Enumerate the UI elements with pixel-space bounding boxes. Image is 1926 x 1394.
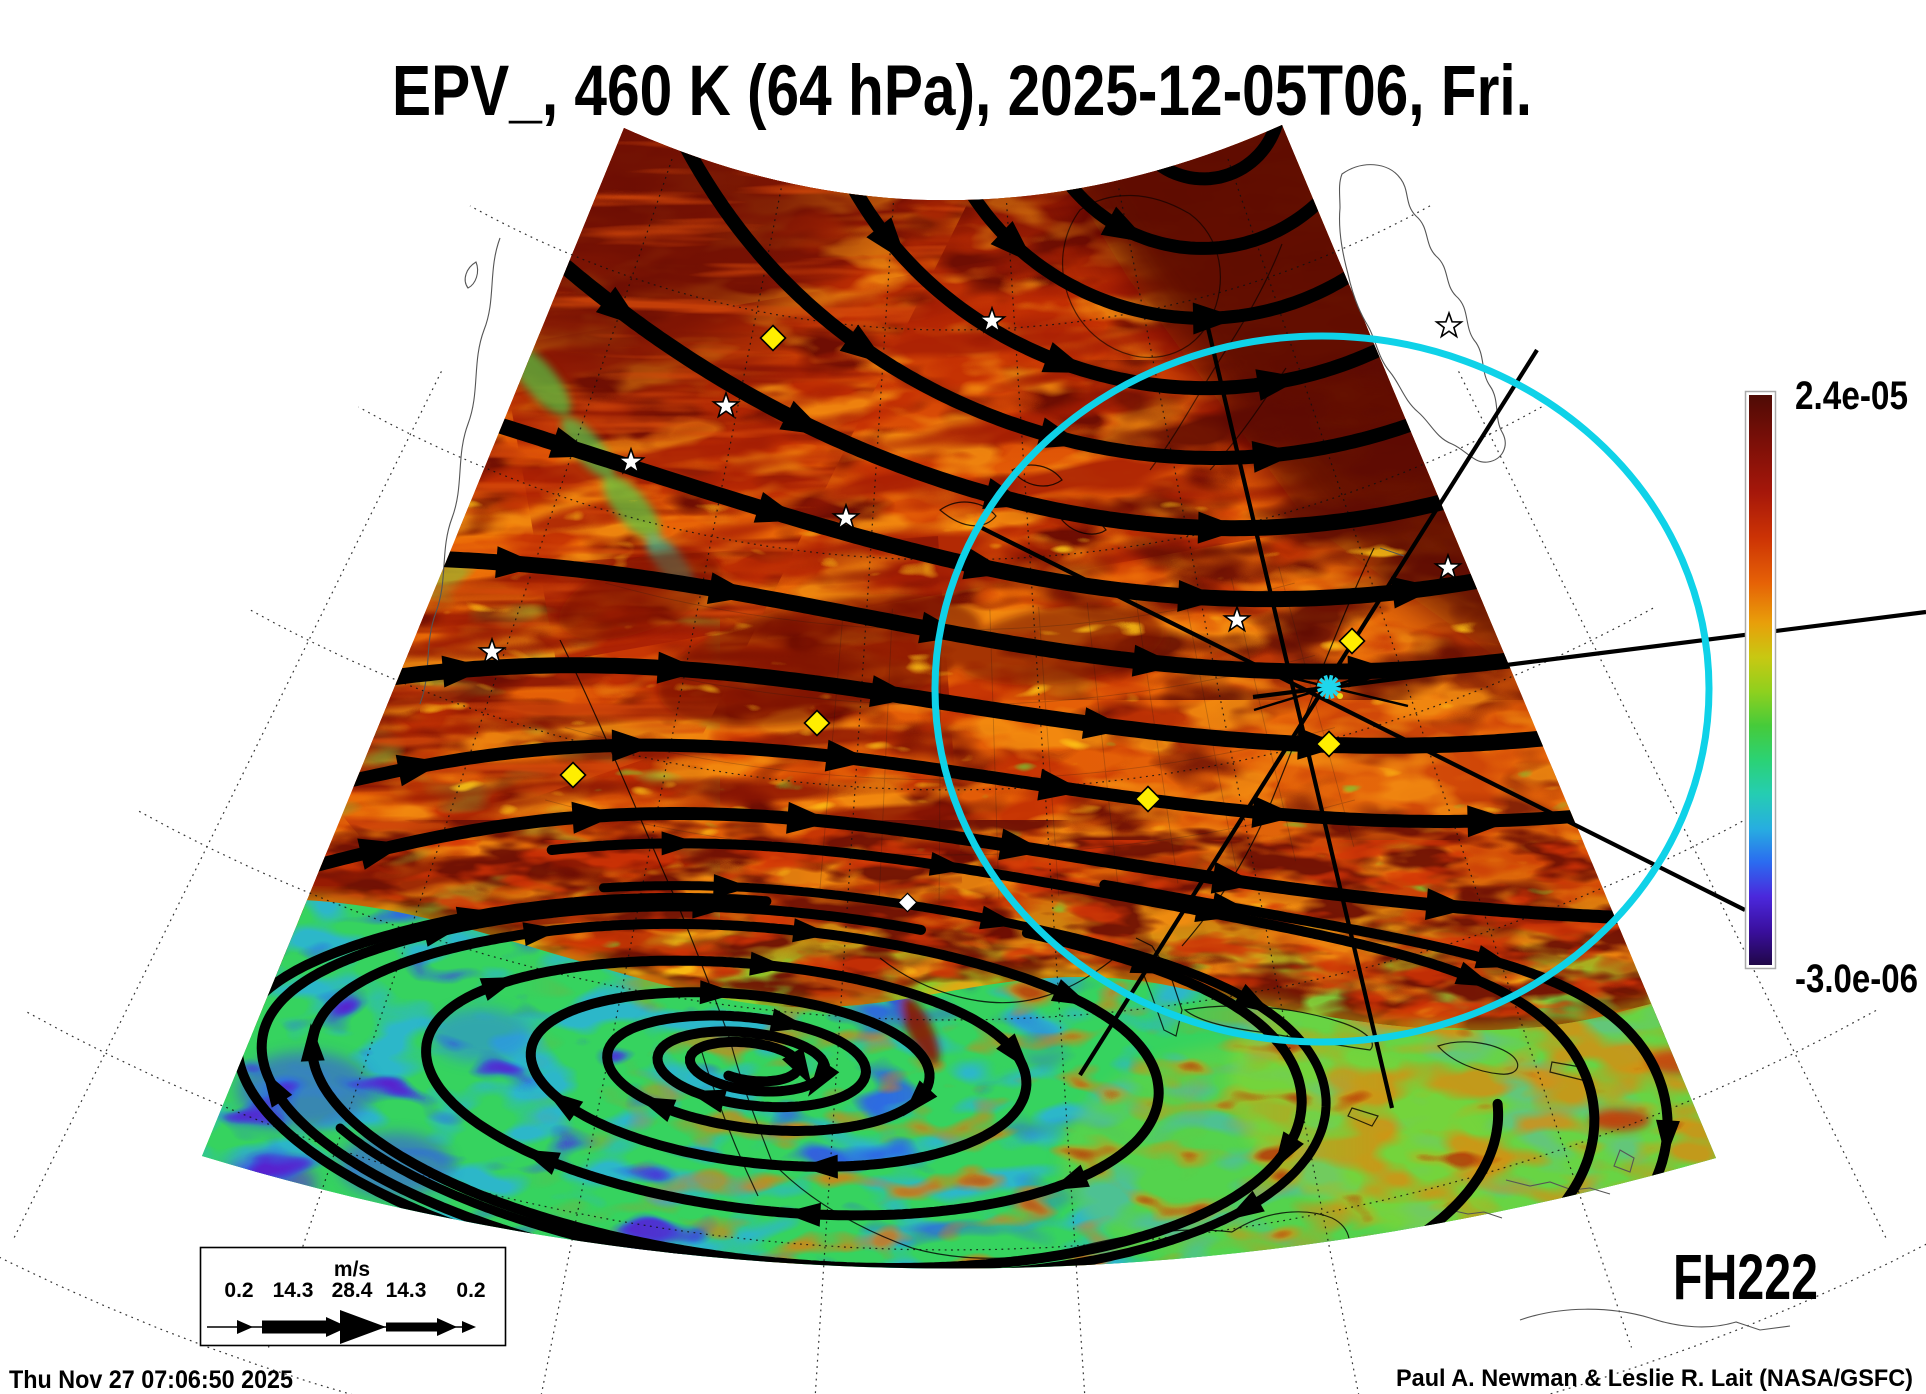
svg-text:m/s: m/s xyxy=(334,1258,370,1281)
svg-text:Paul A. Newman & Leslie R. Lai: Paul A. Newman & Leslie R. Lait (NASA/GS… xyxy=(1396,1365,1913,1392)
svg-text:FH222: FH222 xyxy=(1673,1241,1818,1313)
svg-text:2.4e-05: 2.4e-05 xyxy=(1795,374,1908,418)
svg-text:Thu Nov 27 07:06:50 2025: Thu Nov 27 07:06:50 2025 xyxy=(9,1366,293,1394)
svg-text:EPV_, 460 K (64 hPa), 2025-12-: EPV_, 460 K (64 hPa), 2025-12-05T06, Fri… xyxy=(392,52,1532,131)
svg-text:0.2: 0.2 xyxy=(456,1279,485,1302)
svg-text:0.2: 0.2 xyxy=(224,1279,253,1302)
svg-text:28.4: 28.4 xyxy=(332,1279,373,1302)
svg-text:14.3: 14.3 xyxy=(386,1279,427,1302)
svg-text:-3.0e-06: -3.0e-06 xyxy=(1795,957,1918,1001)
svg-text:14.3: 14.3 xyxy=(273,1279,314,1302)
